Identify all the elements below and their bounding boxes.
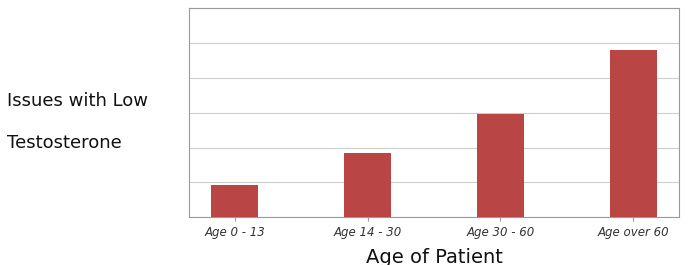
Bar	[610, 50, 657, 217]
Text: Issues with Low: Issues with Low	[7, 92, 148, 110]
Bar	[211, 185, 258, 217]
Text: Testosterone: Testosterone	[7, 134, 122, 152]
X-axis label: Age of Patient: Age of Patient	[365, 248, 503, 265]
Bar	[344, 153, 391, 217]
Bar	[477, 114, 524, 217]
